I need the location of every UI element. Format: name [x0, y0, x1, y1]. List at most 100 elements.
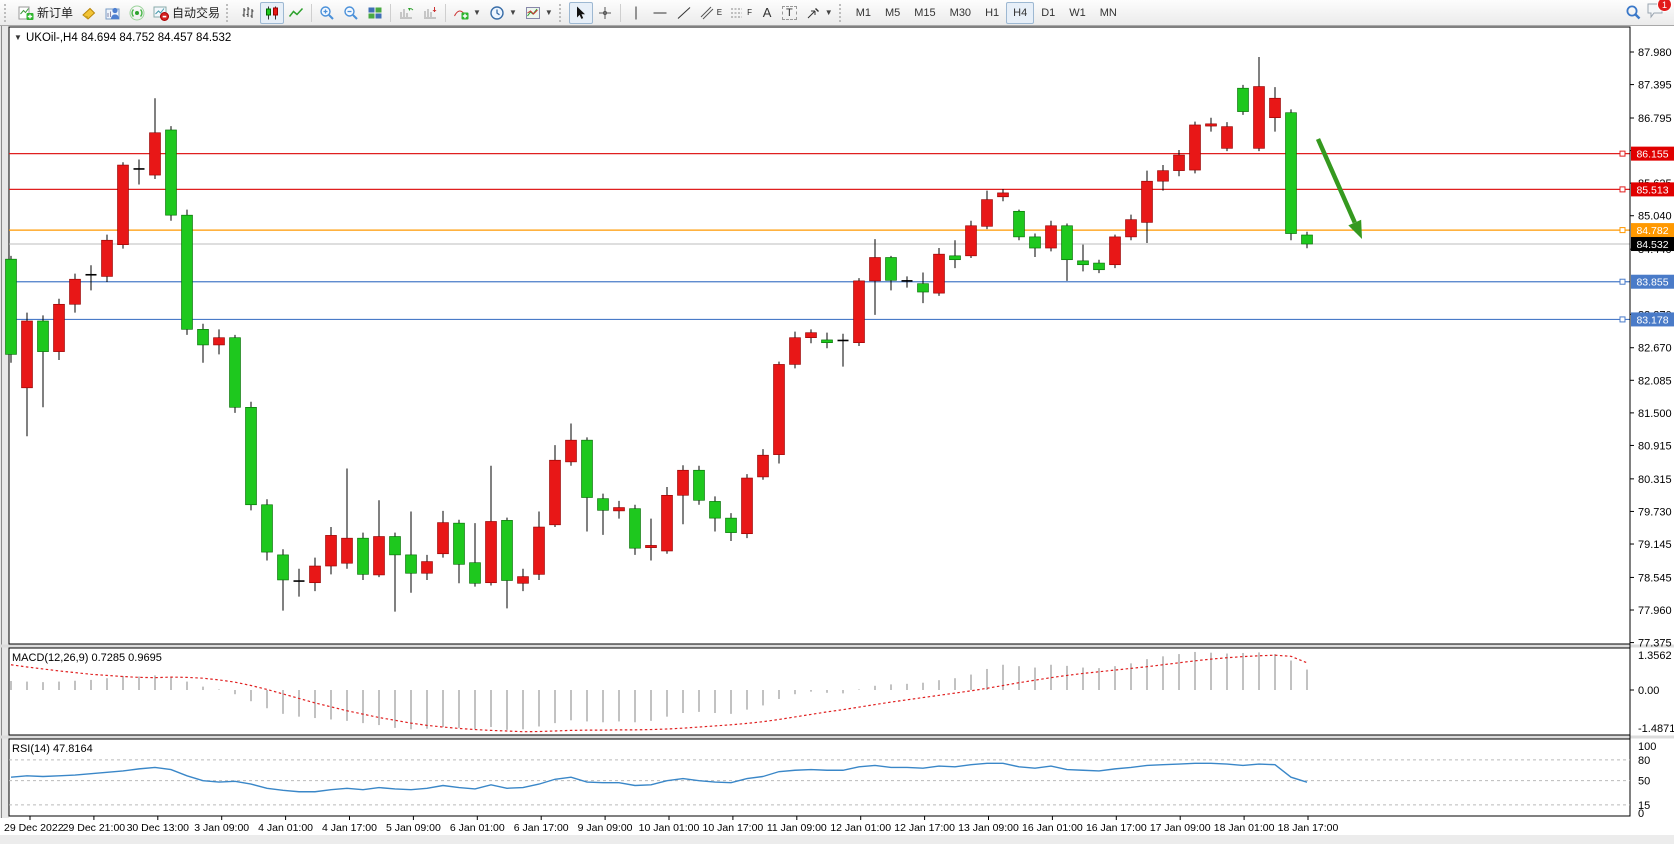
text-label-button[interactable]: T	[778, 2, 801, 24]
horizontal-line-button[interactable]	[648, 2, 672, 24]
candle	[789, 337, 801, 365]
new-order-button[interactable]: 新订单	[14, 2, 77, 24]
fibonacci-icon	[731, 8, 743, 17]
crosshair-button[interactable]	[593, 2, 617, 24]
toolbar-grip[interactable]	[558, 3, 565, 22]
candle	[1141, 180, 1153, 223]
candle	[437, 522, 449, 555]
search-icon	[1626, 5, 1641, 20]
cursor-icon	[576, 6, 585, 19]
rsi-scale-label: 80	[1638, 755, 1650, 767]
pane-separator[interactable]	[0, 644, 1674, 648]
level-price-badge	[1631, 223, 1674, 238]
candle	[1045, 225, 1057, 249]
date-label: 18 Jan 17:00	[1278, 822, 1339, 834]
chevron-down-icon: ▼	[544, 8, 553, 17]
current-price-badge-label: 84.532	[1636, 239, 1668, 251]
zoom-out-button[interactable]	[339, 2, 363, 24]
level-line-anchor[interactable]	[1619, 150, 1626, 157]
rsi-line	[10, 762, 1308, 793]
bar-chart-button[interactable]	[236, 2, 260, 24]
signals-button[interactable]	[125, 2, 149, 24]
auto-trading-button[interactable]: 自动交易	[149, 2, 224, 24]
trend-arrow-head[interactable]	[1348, 219, 1362, 239]
candle	[1125, 219, 1137, 238]
text-button[interactable]: A	[756, 2, 778, 24]
candle	[725, 517, 737, 533]
toolbar-grip[interactable]	[4, 3, 10, 22]
price-tick-label: 79.730	[1638, 506, 1672, 518]
candle	[517, 576, 529, 584]
tab-timeframe-D1[interactable]: D1	[1041, 6, 1056, 19]
candle	[661, 494, 673, 552]
candle	[165, 129, 177, 216]
candle	[277, 554, 289, 581]
line-chart-button[interactable]	[284, 2, 308, 24]
candle	[1285, 112, 1297, 234]
bar-chart-icon	[242, 6, 254, 18]
level-line-anchor[interactable]	[1619, 316, 1626, 323]
toolbar-grip[interactable]	[838, 3, 845, 22]
candle	[1237, 87, 1249, 112]
candle	[629, 508, 641, 549]
templates-icon	[525, 6, 540, 19]
zoom-out-icon	[344, 5, 358, 20]
tab-timeframe-M15[interactable]: M15	[914, 6, 936, 19]
candle	[5, 258, 17, 355]
data-window-button[interactable]	[101, 2, 125, 24]
periods-clock-icon	[490, 5, 504, 20]
pane-separator[interactable]	[0, 735, 1674, 739]
search-button[interactable]	[1621, 2, 1646, 24]
date-label: 5 Jan 09:00	[386, 822, 441, 834]
tab-timeframe-M30[interactable]: M30	[949, 6, 972, 19]
tab-timeframe-H1[interactable]: H1	[985, 6, 1000, 19]
trend-arrow-annotation[interactable]	[1315, 138, 1357, 224]
tab-timeframe-H4[interactable]: H4	[1006, 1, 1035, 24]
level-line-anchor[interactable]	[1619, 278, 1626, 285]
tab-timeframe-W1[interactable]: W1	[1069, 6, 1086, 19]
rsi-scale-label: 100	[1638, 741, 1656, 753]
level-line-anchor[interactable]	[1619, 186, 1626, 193]
candle	[501, 520, 513, 581]
tab-timeframe-MN[interactable]: MN	[1099, 6, 1117, 19]
vertical-line-button[interactable]	[624, 2, 648, 24]
cursor-button[interactable]	[568, 1, 593, 24]
date-label: 29 Dec 2022	[4, 822, 64, 834]
auto-scroll-button[interactable]	[394, 2, 418, 24]
level-line-anchor[interactable]	[1619, 227, 1626, 234]
tile-windows-button[interactable]	[363, 2, 387, 24]
candle	[117, 164, 129, 245]
indicators-button[interactable]: ▼	[449, 2, 485, 24]
candle	[645, 545, 657, 548]
tab-timeframe-M5[interactable]: M5	[884, 6, 901, 19]
crosshair-icon	[598, 6, 611, 19]
rsi-pane	[8, 738, 1631, 817]
candlestick-chart-button[interactable]	[260, 1, 285, 24]
candle	[549, 459, 561, 526]
fibonacci-button[interactable]: F	[726, 2, 756, 24]
tab-timeframe-M1[interactable]: M1	[855, 6, 871, 19]
notifications-button[interactable]: 1	[1646, 0, 1672, 24]
templates-button[interactable]: ▼	[521, 2, 557, 24]
candle	[597, 498, 609, 511]
periods-button[interactable]: ▼	[485, 2, 521, 24]
candle	[485, 521, 497, 584]
trendline-button[interactable]	[672, 2, 696, 24]
market-watch-button[interactable]	[77, 2, 101, 24]
candle	[101, 239, 113, 277]
arrows-button[interactable]: ▼	[801, 2, 837, 24]
macd-pane	[8, 647, 1631, 736]
chart-title: UKOil-,H4 84.694 84.752 84.457 84.532	[26, 32, 231, 44]
left-gutter	[0, 26, 9, 818]
toolbar-separator	[311, 3, 313, 22]
price-tick-label: 78.545	[1638, 572, 1672, 584]
zoom-in-button[interactable]	[315, 2, 339, 24]
candle	[1269, 97, 1281, 119]
rsi-scale-label: 50	[1638, 776, 1650, 788]
equidistant-channel-button[interactable]: E	[696, 2, 726, 24]
chart-shift-button[interactable]	[418, 2, 442, 24]
candle	[213, 337, 225, 346]
toolbar-grip[interactable]	[226, 3, 232, 22]
candle	[965, 225, 977, 257]
date-label: 12 Jan 01:00	[830, 822, 891, 834]
